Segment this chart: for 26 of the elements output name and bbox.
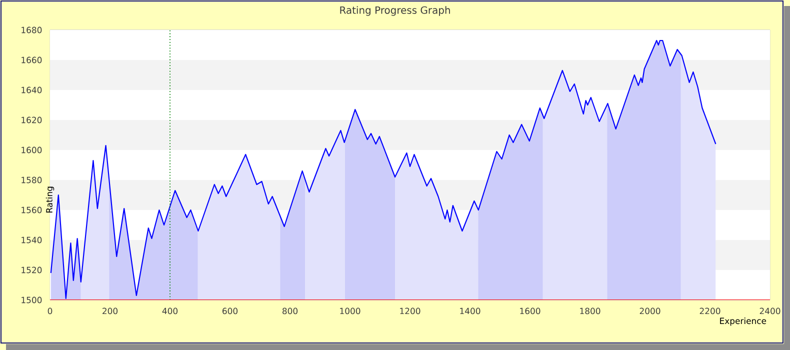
y-tick-label: 1500	[22, 296, 42, 304]
chart-title: Rating Progress Graph	[340, 6, 450, 16]
y-tick-label: 1680	[22, 26, 42, 34]
y-axis-title: Rating	[46, 186, 54, 213]
y-tick-label: 1580	[22, 176, 42, 184]
x-tick-label: 400	[162, 308, 178, 314]
x-tick-label: 2200	[700, 308, 720, 314]
y-tick-label: 1600	[22, 146, 42, 154]
y-tick-label: 1540	[22, 236, 42, 244]
y-tick-label: 1620	[22, 116, 42, 124]
y-tick-label: 1560	[22, 206, 42, 214]
x-tick-label: 1200	[400, 308, 420, 314]
y-tick-label: 1520	[22, 266, 42, 274]
x-axis-title: Experience	[720, 318, 766, 326]
x-tick-label: 1600	[520, 308, 540, 314]
x-tick-label: 2400	[760, 308, 780, 314]
y-tick-label: 1640	[22, 86, 42, 94]
y-tick-label: 1660	[22, 56, 42, 64]
x-tick-label: 1800	[580, 308, 600, 314]
x-tick-label: 800	[282, 308, 298, 314]
x-tick-label: 0	[48, 308, 52, 314]
x-tick-label: 1000	[340, 308, 360, 314]
x-tick-label: 1400	[460, 308, 480, 314]
x-tick-label: 200	[102, 308, 118, 314]
x-tick-label: 2000	[640, 308, 660, 314]
x-tick-label: 600	[222, 308, 238, 314]
